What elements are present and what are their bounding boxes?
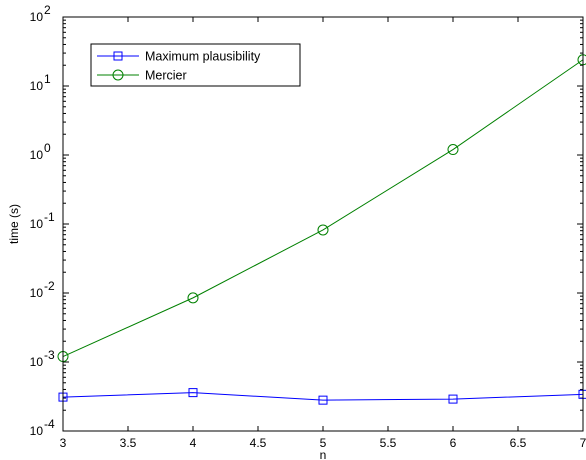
circle-marker <box>317 224 329 236</box>
square-marker <box>188 388 198 398</box>
series-0 <box>58 388 586 405</box>
y-tick-label-exponent: -4 <box>44 417 55 431</box>
y-tick-label-exponent: -1 <box>44 210 55 224</box>
y-tick-label: 10 <box>30 148 44 162</box>
legend-box <box>90 43 301 87</box>
y-tick-label: 10 <box>30 217 44 231</box>
y-tick-label-exponent: 1 <box>44 72 51 86</box>
y-tick-label-exponent: -2 <box>44 279 55 293</box>
series-1 <box>57 54 586 363</box>
legend: Maximum plausibility Mercier <box>90 43 301 87</box>
y-tick-label: 10 <box>30 286 44 300</box>
x-tick-label: 5.5 <box>380 436 397 450</box>
y-tick-label: 10 <box>30 355 44 369</box>
x-tick-label: 4 <box>190 436 197 450</box>
ticks-layer: 3 3.5 4 4.5 5 5.5 6 6.5 710 -410 -310 -210 -110 010 11… <box>30 3 586 450</box>
x-tick-label: 6.5 <box>510 436 527 450</box>
y-axis-label: time (s) <box>7 204 21 244</box>
x-tick-label: 3.5 <box>120 436 137 450</box>
series-line <box>62 392 584 401</box>
x-tick-label: 6 <box>450 436 457 450</box>
x-axis-label: n <box>320 448 327 460</box>
x-tick-label: 3 <box>60 436 67 450</box>
y-tick-label: 10 <box>30 424 44 438</box>
y-tick-label: 10 <box>30 10 44 24</box>
x-tick-label: 5 <box>320 436 327 450</box>
y-tick-label-exponent: -3 <box>44 348 55 362</box>
square-marker <box>318 395 328 405</box>
series-line <box>62 59 584 357</box>
legend-label: Maximum plausibility <box>145 50 261 64</box>
y-tick-label-exponent: 0 <box>44 141 51 155</box>
y-tick-label-exponent: 2 <box>44 3 51 17</box>
circle-marker <box>447 144 459 156</box>
legend-entries: Maximum plausibility Mercier <box>97 50 261 83</box>
circle-marker <box>187 292 199 304</box>
y-tick-label: 10 <box>30 79 44 93</box>
x-tick-label: 7 <box>580 436 586 450</box>
legend-entry-0: Maximum plausibility <box>97 50 261 64</box>
legend-entry-1: Mercier <box>97 69 187 83</box>
circle-marker <box>112 69 124 81</box>
plot-frame <box>62 16 584 432</box>
legend-label: Mercier <box>145 69 187 83</box>
series-layer <box>57 54 586 405</box>
x-tick-label: 4.5 <box>250 436 267 450</box>
square-marker <box>113 51 123 61</box>
square-marker <box>448 394 458 404</box>
